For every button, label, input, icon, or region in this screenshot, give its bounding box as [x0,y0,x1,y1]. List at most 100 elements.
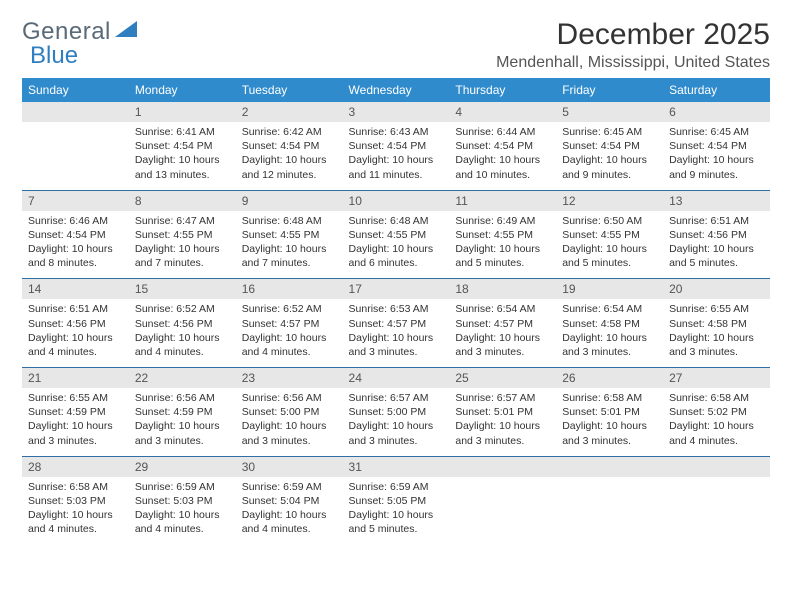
sunset-text: Sunset: 5:02 PM [669,405,764,419]
sunset-text: Sunset: 4:55 PM [455,228,550,242]
sunset-text: Sunset: 4:54 PM [135,139,230,153]
sunset-text: Sunset: 4:58 PM [669,317,764,331]
sunset-text: Sunset: 4:56 PM [669,228,764,242]
day-number: 5 [556,102,663,122]
page-header: General December 2025 Mendenhall, Missis… [22,18,770,72]
day-cell: Sunrise: 6:56 AMSunset: 5:00 PMDaylight:… [236,388,343,456]
day-data-row: Sunrise: 6:51 AMSunset: 4:56 PMDaylight:… [22,299,770,367]
day-cell: Sunrise: 6:42 AMSunset: 4:54 PMDaylight:… [236,122,343,190]
day-cell: Sunrise: 6:55 AMSunset: 4:58 PMDaylight:… [663,299,770,367]
sunrise-text: Sunrise: 6:42 AM [242,125,337,139]
day-cell: Sunrise: 6:57 AMSunset: 5:00 PMDaylight:… [343,388,450,456]
day-cell [449,477,556,545]
day-cell: Sunrise: 6:54 AMSunset: 4:58 PMDaylight:… [556,299,663,367]
weekday-header: Monday [129,78,236,102]
day-cell: Sunrise: 6:47 AMSunset: 4:55 PMDaylight:… [129,211,236,279]
daynum-row: 28293031 [22,456,770,477]
sunrise-text: Sunrise: 6:48 AM [349,214,444,228]
sunrise-text: Sunrise: 6:53 AM [349,302,444,316]
sunrise-text: Sunrise: 6:55 AM [669,302,764,316]
day-cell: Sunrise: 6:52 AMSunset: 4:57 PMDaylight:… [236,299,343,367]
day-number: 11 [449,190,556,211]
sunrise-text: Sunrise: 6:45 AM [562,125,657,139]
daylight-text: Daylight: 10 hours and 3 minutes. [455,419,550,447]
daylight-text: Daylight: 10 hours and 10 minutes. [455,153,550,181]
sunrise-text: Sunrise: 6:43 AM [349,125,444,139]
day-number: 30 [236,456,343,477]
day-number: 7 [22,190,129,211]
day-number: 22 [129,368,236,389]
daynum-row: 14151617181920 [22,279,770,300]
day-number: 16 [236,279,343,300]
day-number [663,456,770,477]
day-data-row: Sunrise: 6:41 AMSunset: 4:54 PMDaylight:… [22,122,770,190]
daylight-text: Daylight: 10 hours and 3 minutes. [349,419,444,447]
daylight-text: Daylight: 10 hours and 12 minutes. [242,153,337,181]
day-cell: Sunrise: 6:44 AMSunset: 4:54 PMDaylight:… [449,122,556,190]
triangle-icon [115,16,137,44]
day-number: 13 [663,190,770,211]
daylight-text: Daylight: 10 hours and 7 minutes. [135,242,230,270]
day-number: 15 [129,279,236,300]
sunrise-text: Sunrise: 6:45 AM [669,125,764,139]
day-number: 20 [663,279,770,300]
day-cell: Sunrise: 6:59 AMSunset: 5:05 PMDaylight:… [343,477,450,545]
daylight-text: Daylight: 10 hours and 9 minutes. [669,153,764,181]
day-cell: Sunrise: 6:48 AMSunset: 4:55 PMDaylight:… [236,211,343,279]
daylight-text: Daylight: 10 hours and 3 minutes. [669,331,764,359]
sunrise-text: Sunrise: 6:57 AM [455,391,550,405]
daylight-text: Daylight: 10 hours and 5 minutes. [562,242,657,270]
day-number: 19 [556,279,663,300]
sunrise-text: Sunrise: 6:50 AM [562,214,657,228]
sunset-text: Sunset: 4:54 PM [562,139,657,153]
daylight-text: Daylight: 10 hours and 4 minutes. [28,331,123,359]
daylight-text: Daylight: 10 hours and 5 minutes. [669,242,764,270]
daylight-text: Daylight: 10 hours and 7 minutes. [242,242,337,270]
day-number: 27 [663,368,770,389]
sunrise-text: Sunrise: 6:51 AM [669,214,764,228]
day-cell: Sunrise: 6:45 AMSunset: 4:54 PMDaylight:… [663,122,770,190]
day-number: 8 [129,190,236,211]
sunrise-text: Sunrise: 6:52 AM [242,302,337,316]
day-number: 9 [236,190,343,211]
day-number: 14 [22,279,129,300]
day-number: 24 [343,368,450,389]
sunset-text: Sunset: 5:01 PM [455,405,550,419]
day-cell: Sunrise: 6:59 AMSunset: 5:04 PMDaylight:… [236,477,343,545]
calendar-table: Sunday Monday Tuesday Wednesday Thursday… [22,78,770,544]
sunset-text: Sunset: 5:03 PM [135,494,230,508]
day-cell: Sunrise: 6:59 AMSunset: 5:03 PMDaylight:… [129,477,236,545]
day-data-row: Sunrise: 6:46 AMSunset: 4:54 PMDaylight:… [22,211,770,279]
daylight-text: Daylight: 10 hours and 5 minutes. [455,242,550,270]
weekday-header: Saturday [663,78,770,102]
daylight-text: Daylight: 10 hours and 3 minutes. [562,419,657,447]
sunrise-text: Sunrise: 6:54 AM [562,302,657,316]
daylight-text: Daylight: 10 hours and 4 minutes. [242,331,337,359]
day-number: 21 [22,368,129,389]
daylight-text: Daylight: 10 hours and 4 minutes. [28,508,123,536]
sunrise-text: Sunrise: 6:51 AM [28,302,123,316]
sunrise-text: Sunrise: 6:44 AM [455,125,550,139]
sunrise-text: Sunrise: 6:55 AM [28,391,123,405]
sunset-text: Sunset: 4:55 PM [349,228,444,242]
sunset-text: Sunset: 4:59 PM [135,405,230,419]
daylight-text: Daylight: 10 hours and 4 minutes. [242,508,337,536]
daylight-text: Daylight: 10 hours and 6 minutes. [349,242,444,270]
sunset-text: Sunset: 5:04 PM [242,494,337,508]
day-data-row: Sunrise: 6:58 AMSunset: 5:03 PMDaylight:… [22,477,770,545]
sunset-text: Sunset: 4:57 PM [349,317,444,331]
day-number: 17 [343,279,450,300]
sunset-text: Sunset: 4:54 PM [669,139,764,153]
day-number: 28 [22,456,129,477]
weekday-header: Tuesday [236,78,343,102]
sunset-text: Sunset: 5:05 PM [349,494,444,508]
day-cell [556,477,663,545]
sunrise-text: Sunrise: 6:58 AM [562,391,657,405]
daylight-text: Daylight: 10 hours and 4 minutes. [135,508,230,536]
day-cell [22,122,129,190]
day-cell: Sunrise: 6:50 AMSunset: 4:55 PMDaylight:… [556,211,663,279]
weekday-header: Friday [556,78,663,102]
day-number: 12 [556,190,663,211]
sunset-text: Sunset: 5:01 PM [562,405,657,419]
day-number: 18 [449,279,556,300]
